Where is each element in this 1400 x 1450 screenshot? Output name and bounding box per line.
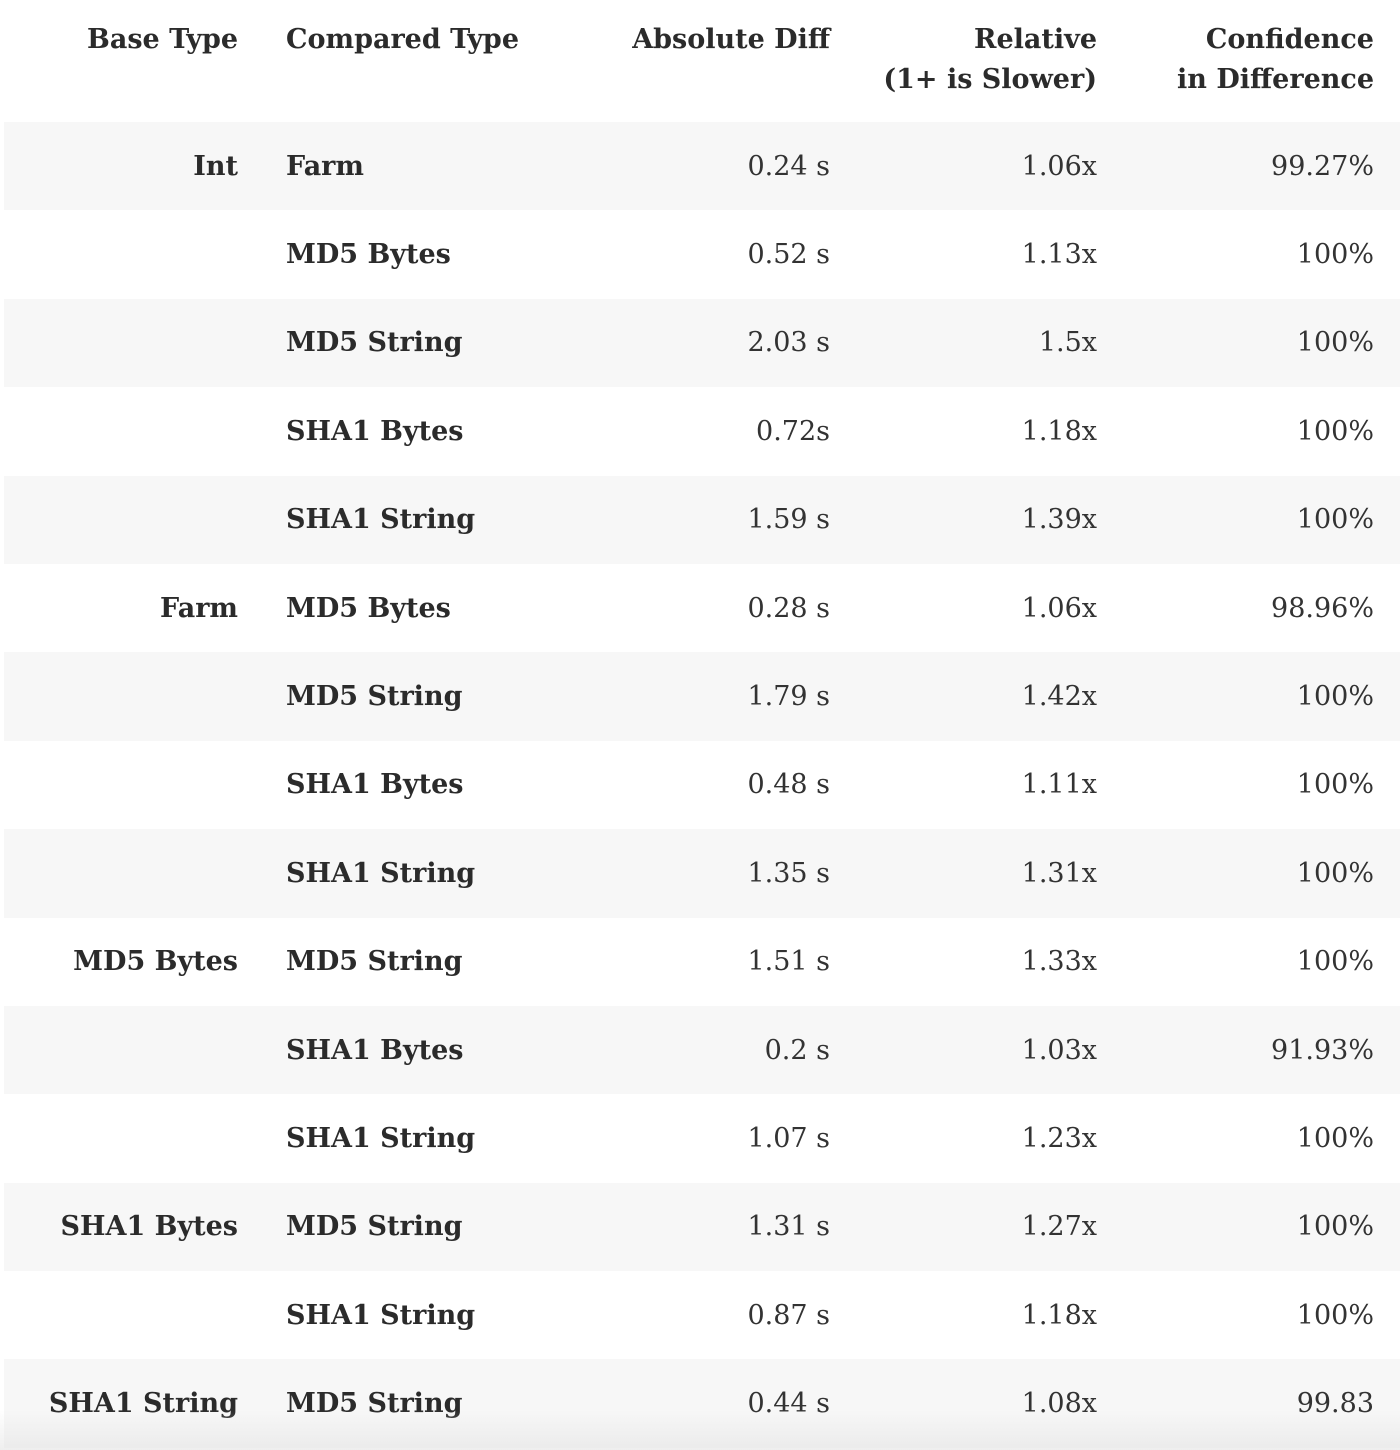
confidence-cell: 99.83 — [1296, 1388, 1374, 1420]
confidence-cell: 100% — [1296, 1299, 1374, 1331]
absolute-diff-cell: 1.31 s — [747, 1211, 830, 1243]
relative-cell: 1.5x — [1038, 327, 1097, 359]
relative-cell: 1.39x — [1021, 504, 1097, 536]
absolute-diff-cell: 0.48 s — [747, 769, 830, 801]
table-row: SHA1 Bytes 0.72s 1.18x 100% — [4, 387, 1400, 475]
confidence-cell: 99.27% — [1271, 150, 1374, 182]
header-relative-line2: (1+ is Slower) — [883, 64, 1097, 95]
table-row: SHA1 String 1.35 s 1.31x 100% — [4, 829, 1400, 918]
absolute-diff-cell: 1.51 s — [747, 946, 830, 978]
confidence-cell: 98.96% — [1271, 592, 1374, 624]
header-relative-line1: Relative — [974, 24, 1097, 55]
absolute-diff-cell: 2.03 s — [747, 327, 830, 359]
relative-cell: 1.03x — [1021, 1034, 1097, 1066]
absolute-diff-cell: 0.24 s — [747, 150, 830, 182]
base-type-cell: Farm — [160, 592, 238, 624]
confidence-cell: 100% — [1296, 857, 1374, 889]
compared-type-cell: SHA1 Bytes — [286, 1034, 464, 1066]
relative-cell: 1.27x — [1021, 1211, 1097, 1243]
base-type-cell: MD5 Bytes — [73, 946, 238, 978]
compared-type-cell: Farm — [286, 150, 364, 182]
relative-cell: 1.11x — [1021, 769, 1097, 801]
compared-type-cell: MD5 Bytes — [286, 592, 451, 624]
absolute-diff-cell: 0.87 s — [747, 1299, 830, 1331]
relative-cell: 1.06x — [1021, 150, 1097, 182]
relative-cell: 1.18x — [1021, 415, 1097, 447]
table-row: SHA1 String 1.59 s 1.39x 100% — [4, 475, 1400, 564]
absolute-diff-cell: 1.35 s — [747, 857, 830, 889]
table-row: SHA1 String 1.07 s 1.23x 100% — [4, 1094, 1400, 1182]
header-absolute-diff: Absolute Diff — [632, 20, 830, 60]
relative-cell: 1.23x — [1021, 1122, 1097, 1154]
relative-cell: 1.33x — [1021, 946, 1097, 978]
table-row: MD5 Bytes MD5 String 1.51 s 1.33x 100% — [4, 918, 1400, 1006]
compared-type-cell: SHA1 String — [286, 1122, 476, 1154]
relative-cell: 1.06x — [1021, 592, 1097, 624]
compared-type-cell: MD5 String — [286, 681, 463, 713]
compared-type-cell: MD5 String — [286, 946, 463, 978]
confidence-cell: 100% — [1296, 1122, 1374, 1154]
base-type-cell: SHA1 Bytes — [60, 1211, 238, 1243]
header-confidence-line2: in Difference — [1177, 64, 1374, 95]
compared-type-cell: MD5 Bytes — [286, 239, 451, 271]
confidence-cell: 100% — [1296, 504, 1374, 536]
table-row: Int Farm 0.24 s 1.06x 99.27% — [4, 122, 1400, 211]
table-row: Farm MD5 Bytes 0.28 s 1.06x 98.96% — [4, 564, 1400, 652]
absolute-diff-cell: 0.72s — [756, 415, 830, 447]
confidence-cell: 100% — [1296, 415, 1374, 447]
header-absolute-diff-label: Absolute Diff — [632, 24, 830, 55]
confidence-cell: 100% — [1296, 239, 1374, 271]
confidence-cell: 91.93% — [1271, 1034, 1374, 1066]
table-row: SHA1 Bytes 0.48 s 1.11x 100% — [4, 741, 1400, 829]
relative-cell: 1.31x — [1021, 857, 1097, 889]
compared-type-cell: MD5 String — [286, 1388, 463, 1420]
header-base-type-label: Base Type — [87, 24, 238, 55]
table-row: MD5 Bytes 0.52 s 1.13x 100% — [4, 210, 1400, 298]
absolute-diff-cell: 0.2 s — [764, 1034, 830, 1066]
absolute-diff-cell: 1.07 s — [747, 1122, 830, 1154]
header-compared-type-label: Compared Type — [286, 24, 519, 55]
header-confidence: Confidence in Difference — [1177, 20, 1374, 100]
table-body: Int Farm 0.24 s 1.06x 99.27% MD5 Bytes 0.52 s 1… — [0, 122, 1400, 1448]
confidence-cell: 100% — [1296, 1211, 1374, 1243]
relative-cell: 1.13x — [1021, 239, 1097, 271]
header-confidence-line1: Confidence — [1205, 24, 1374, 55]
table-row: SHA1 String MD5 String 0.44 s 1.08x 99.83 — [4, 1359, 1400, 1448]
confidence-cell: 100% — [1296, 327, 1374, 359]
relative-cell: 1.08x — [1021, 1388, 1097, 1420]
base-type-cell: SHA1 String — [48, 1388, 238, 1420]
compared-type-cell: MD5 String — [286, 1211, 463, 1243]
confidence-cell: 100% — [1296, 946, 1374, 978]
compared-type-cell: MD5 String — [286, 327, 463, 359]
compared-type-cell: SHA1 String — [286, 504, 476, 536]
table-row: SHA1 Bytes MD5 String 1.31 s 1.27x 100% — [4, 1182, 1400, 1272]
compared-type-cell: SHA1 String — [286, 857, 476, 889]
compared-type-cell: SHA1 Bytes — [286, 415, 464, 447]
absolute-diff-cell: 0.52 s — [747, 239, 830, 271]
header-relative: Relative (1+ is Slower) — [883, 20, 1097, 100]
table-row: MD5 String 2.03 s 1.5x 100% — [4, 298, 1400, 388]
confidence-cell: 100% — [1296, 769, 1374, 801]
confidence-cell: 100% — [1296, 681, 1374, 713]
table-header: Base Type Compared Type Absolute Diff Re… — [0, 0, 1400, 122]
relative-cell: 1.18x — [1021, 1299, 1097, 1331]
header-compared-type: Compared Type — [286, 20, 519, 60]
absolute-diff-cell: 0.28 s — [747, 592, 830, 624]
relative-cell: 1.42x — [1021, 681, 1097, 713]
absolute-diff-cell: 1.59 s — [747, 504, 830, 536]
header-base-type: Base Type — [87, 20, 238, 60]
table-row: SHA1 String 0.87 s 1.18x 100% — [4, 1271, 1400, 1359]
compared-type-cell: SHA1 String — [286, 1299, 476, 1331]
table-row: MD5 String 1.79 s 1.42x 100% — [4, 652, 1400, 741]
compared-type-cell: SHA1 Bytes — [286, 769, 464, 801]
base-type-cell: Int — [193, 150, 238, 182]
absolute-diff-cell: 1.79 s — [747, 681, 830, 713]
absolute-diff-cell: 0.44 s — [747, 1388, 830, 1420]
table-row: SHA1 Bytes 0.2 s 1.03x 91.93% — [4, 1005, 1400, 1095]
